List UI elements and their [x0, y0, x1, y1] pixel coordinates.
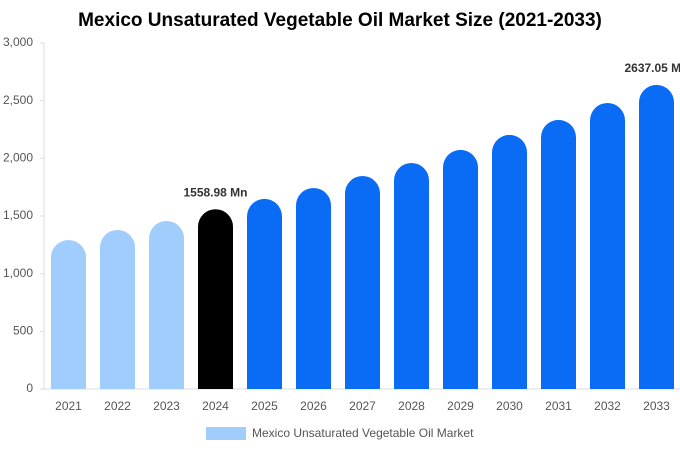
x-tick-label: 2021: [55, 399, 82, 413]
x-tick-label: 2032: [594, 399, 621, 413]
x-tick-label: 2024: [202, 399, 229, 413]
bar: [541, 119, 576, 389]
bar: [639, 84, 674, 390]
bar: [149, 220, 184, 389]
y-tick-label: 2,000: [3, 151, 33, 165]
y-tick-label: 3,000: [3, 35, 33, 49]
y-tick-label: 2,500: [3, 93, 33, 107]
x-tick-label: 2026: [300, 399, 327, 413]
bar: [345, 175, 380, 389]
bar: [590, 102, 625, 390]
y-tick-label: 1,000: [3, 266, 33, 280]
value-label: 1558.98 Mn: [183, 185, 247, 199]
legend-swatch: [206, 427, 246, 440]
x-tick-label: 2033: [643, 399, 670, 413]
x-tick-label: 2028: [398, 399, 425, 413]
bar: [51, 239, 86, 389]
y-tick-label: 1,500: [3, 208, 33, 222]
bar: [443, 149, 478, 389]
x-tick-label: 2031: [545, 399, 572, 413]
x-tick-label: 2029: [447, 399, 474, 413]
bar: [247, 198, 282, 389]
value-label: 2637.05 Mn: [624, 61, 680, 75]
y-tick-label: 500: [13, 324, 33, 338]
x-tick-label: 2022: [104, 399, 131, 413]
bar: [100, 229, 135, 389]
y-tick-label: 0: [26, 381, 33, 395]
x-tick-label: 2023: [153, 399, 180, 413]
bar: [296, 187, 331, 389]
bar: [492, 134, 527, 389]
x-tick-label: 2025: [251, 399, 278, 413]
x-tick-label: 2027: [349, 399, 376, 413]
legend-label: Mexico Unsaturated Vegetable Oil Market: [252, 426, 474, 440]
bar: [394, 162, 429, 389]
bar: [198, 209, 233, 389]
x-tick-label: 2030: [496, 399, 523, 413]
chart-title: Mexico Unsaturated Vegetable Oil Market …: [78, 10, 602, 31]
